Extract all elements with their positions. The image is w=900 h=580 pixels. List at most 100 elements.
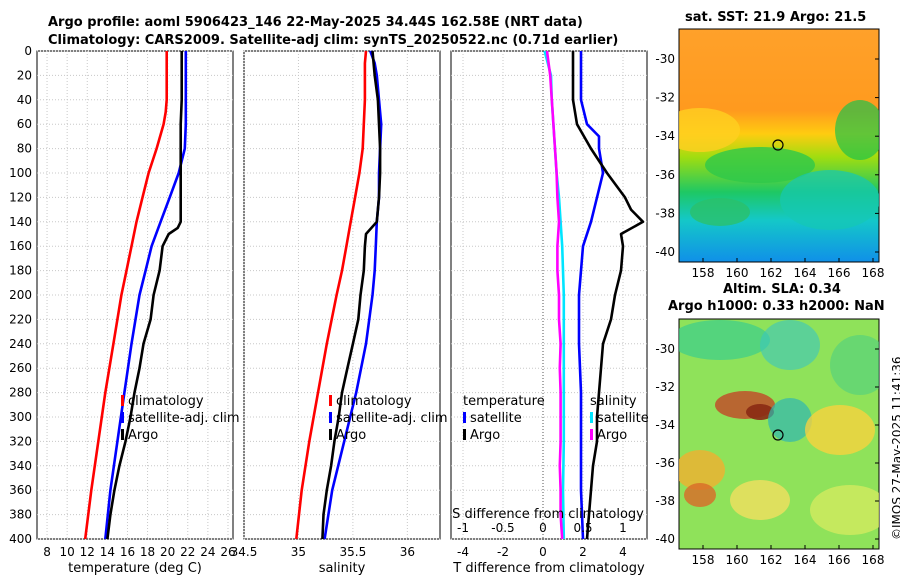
legend-swatch	[463, 412, 466, 423]
x-tick-label: -2	[497, 545, 509, 559]
legend-swatch	[121, 429, 124, 440]
argo-location-marker-sla	[772, 429, 784, 441]
timestamp-stamp: ©IMOS 27-May-2025 11:41:36	[890, 356, 900, 540]
x-tick-label: 4	[619, 545, 627, 559]
x-tick-label: 8	[43, 545, 51, 559]
series-line-satellite-adj-clim	[104, 51, 188, 540]
depth-tick-label: 160	[9, 239, 32, 253]
x-tick-label: 10	[60, 545, 75, 559]
s-diff-axis-label: S difference from climatology	[452, 507, 644, 522]
map-y-tick-label: -38	[655, 206, 675, 220]
map-y-tick-label: -30	[655, 52, 675, 66]
x-tick-label: 20	[160, 545, 175, 559]
x-tick-label: 14	[100, 545, 115, 559]
legend-label: Argo	[470, 428, 500, 443]
legend-swatch	[329, 429, 332, 440]
x-axis-label: salinity	[319, 561, 366, 576]
series-line-climatology	[83, 51, 168, 540]
series-line-t-argo	[571, 51, 645, 540]
x-tick-label: 24	[200, 545, 215, 559]
x-tick-label: 35.5	[340, 545, 367, 559]
map-y-tick-label: -38	[655, 494, 675, 508]
legend-swatch	[590, 429, 593, 440]
map-x-tick-label: 160	[726, 553, 749, 567]
legend-swatch	[121, 412, 124, 423]
map-y-tick-label: -36	[655, 456, 675, 470]
sla-map-title-line2: Argo h1000: 0.33 h2000: NaN	[668, 299, 885, 314]
map-x-tick-label: 164	[794, 266, 817, 280]
map-x-tick-label: 158	[692, 553, 715, 567]
map-x-tick-label: 160	[726, 266, 749, 280]
depth-tick-label: 300	[9, 410, 32, 424]
difference-legend: temperature satellite Argo salinity satellit…	[463, 394, 649, 443]
depth-tick-label: 0	[24, 44, 32, 58]
temperature-legend: climatology satellite-adj. clim Argo	[121, 394, 240, 443]
depth-tick-label: 280	[9, 386, 32, 400]
map-y-tick-label: -40	[655, 532, 675, 546]
x-tick-label: 2	[579, 545, 587, 559]
depth-tick-label: 260	[9, 361, 32, 375]
legend-swatch	[590, 412, 593, 423]
legend-label: climatology	[336, 394, 412, 409]
map-y-tick-label: -34	[655, 129, 675, 143]
figure-title-line2: Climatology: CARS2009. Satellite-adj cli…	[48, 33, 619, 48]
argo-location-marker	[772, 139, 784, 151]
depth-tick-label: 340	[9, 459, 32, 473]
legend-label: satellite-adj. clim	[336, 411, 448, 426]
legend-swatch	[329, 395, 332, 406]
depth-tick-label: 140	[9, 215, 32, 229]
series-line-climatology	[295, 50, 368, 540]
sla-map-title-line1: Altim. SLA: 0.34	[723, 282, 841, 297]
map-y-tick-label: -30	[655, 342, 675, 356]
series-line-s-argo	[545, 50, 564, 540]
map-x-tick-label: 168	[862, 266, 885, 280]
depth-tick-label: 180	[9, 264, 32, 278]
map-y-tick-label: -40	[655, 245, 675, 259]
legend-label: climatology	[128, 394, 204, 409]
legend-label: satellite-adj. clim	[128, 411, 240, 426]
map-x-tick-label: 166	[828, 266, 851, 280]
sst-map-title: sat. SST: 21.9 Argo: 21.5	[685, 10, 867, 25]
x-tick-label: 12	[80, 545, 95, 559]
depth-tick-label: 80	[17, 142, 32, 156]
depth-tick-label: 20	[17, 68, 32, 82]
x-axis-label: temperature (deg C)	[68, 561, 202, 576]
sla-map	[678, 318, 880, 550]
map-x-tick-label: 164	[794, 553, 817, 567]
salinity-panel	[243, 50, 441, 540]
x-tick-label: 26	[220, 545, 235, 559]
depth-tick-label: 400	[9, 532, 32, 546]
depth-tick-label: 60	[17, 117, 32, 131]
depth-tick-label: 100	[9, 166, 32, 180]
x-tick-label: 22	[180, 545, 195, 559]
legend-label: Argo	[597, 428, 627, 443]
x-tick-label: 34.5	[231, 545, 258, 559]
s-diff-tick-label: 0	[539, 521, 547, 535]
s-diff-tick-label: -1	[457, 521, 469, 535]
legend-title: salinity	[590, 394, 637, 409]
map-x-tick-label: 166	[828, 553, 851, 567]
depth-tick-label: 360	[9, 483, 32, 497]
depth-tick-label: 220	[9, 312, 32, 326]
depth-tick-label: 120	[9, 190, 32, 204]
series-line-argo	[321, 50, 382, 540]
map-y-tick-label: -32	[655, 91, 675, 105]
series-line-t-satellite	[577, 51, 605, 540]
legend-label: satellite	[597, 411, 649, 426]
x-axis-label: T difference from climatology	[452, 561, 645, 576]
temperature-panel	[36, 50, 234, 540]
s-diff-tick-label: 0.5	[573, 521, 592, 535]
map-x-tick-label: 162	[760, 553, 783, 567]
sst-map	[678, 28, 880, 263]
salinity-legend: climatology satellite-adj. clim Argo	[329, 394, 448, 443]
map-x-tick-label: 162	[760, 266, 783, 280]
x-tick-label: 16	[120, 545, 135, 559]
legend-swatch	[121, 395, 124, 406]
legend-label: Argo	[336, 428, 366, 443]
depth-tick-label: 320	[9, 434, 32, 448]
x-tick-label: 0	[539, 545, 547, 559]
map-y-tick-label: -32	[655, 380, 675, 394]
depth-tick-label: 40	[17, 93, 32, 107]
difference-panel	[450, 50, 648, 540]
